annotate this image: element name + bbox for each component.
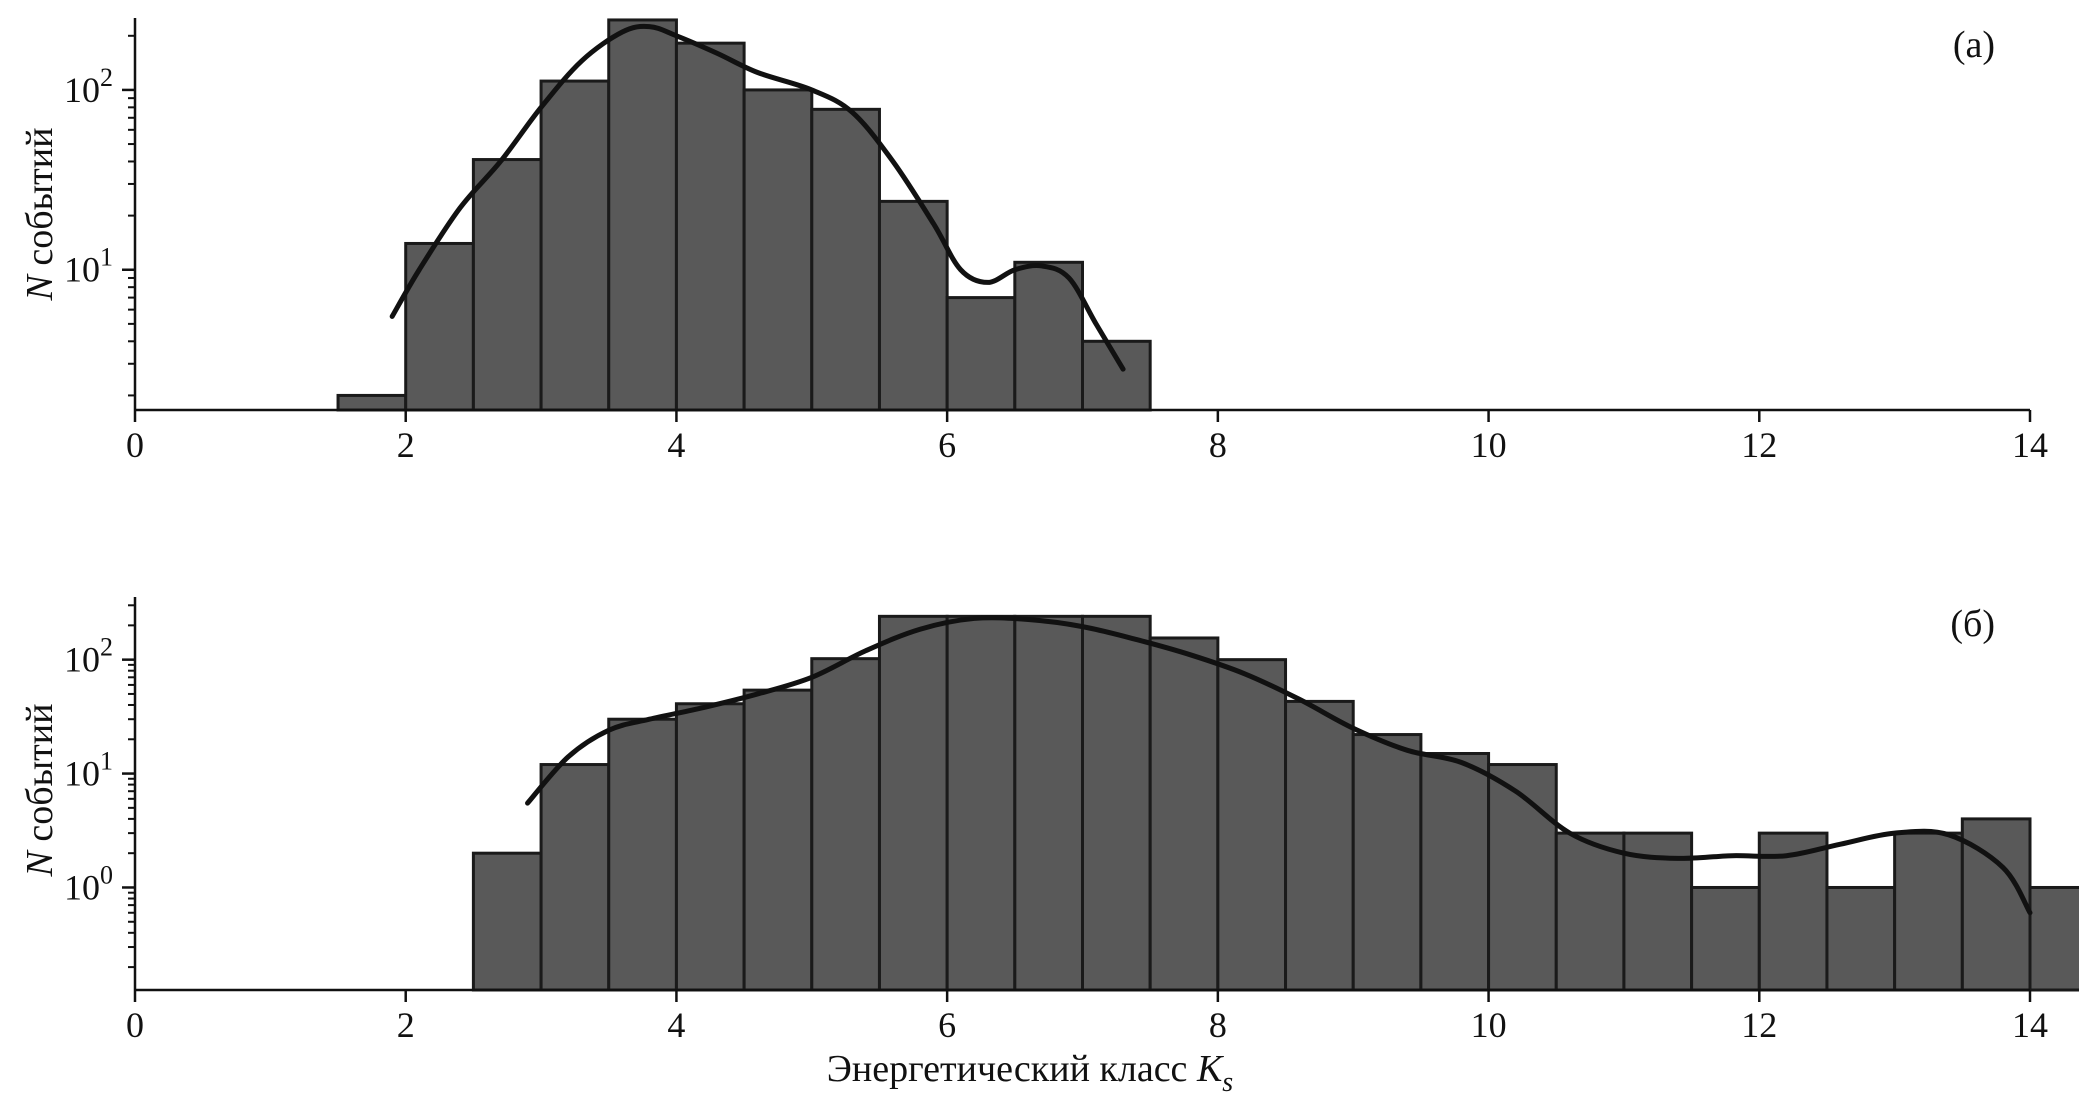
histogram-bar	[1893, 831, 1964, 992]
histogram-bar	[1013, 614, 1084, 992]
histogram-bar	[1081, 614, 1152, 992]
y-axis-label: N событий	[19, 704, 61, 878]
panel-label: (a)	[1953, 24, 1995, 66]
histogram-bar	[539, 79, 611, 412]
histogram-bar	[2028, 885, 2079, 992]
x-tick-label: 6	[938, 1005, 956, 1045]
panel-label: (б)	[1950, 603, 1995, 645]
histogram-bar	[336, 393, 408, 412]
x-tick-label: 14	[2012, 1005, 2048, 1045]
x-tick-label: 2	[397, 1005, 415, 1045]
x-tick-label: 14	[2012, 425, 2048, 465]
histogram-bar	[1216, 658, 1288, 992]
histogram-bar	[1690, 885, 1761, 992]
histogram-bar	[1825, 885, 1897, 992]
histogram-bar	[1081, 339, 1152, 412]
histogram-bar	[404, 241, 475, 412]
x-axis-label: Энергетический класс Ks	[827, 1048, 1234, 1093]
histogram-bar	[607, 18, 678, 412]
y-tick-label: 100	[64, 860, 113, 907]
y-tick-label: 102	[64, 63, 113, 110]
kde-curve	[525, 615, 2033, 916]
histogram-bar	[877, 199, 949, 412]
y-tick-label: 101	[64, 747, 113, 794]
y-axis-label: N событий	[19, 128, 61, 302]
histogram-bar	[945, 296, 1017, 412]
x-tick-label: 8	[1209, 1005, 1227, 1045]
histogram-bar	[1554, 831, 1626, 992]
histogram-bar	[1148, 636, 1220, 992]
x-tick-label: 6	[938, 425, 956, 465]
histogram-bar	[810, 107, 881, 412]
histogram-bar	[1351, 733, 1423, 992]
histogram-bar	[742, 88, 814, 412]
y-tick-label: 101	[64, 243, 113, 290]
histogram-bar	[674, 41, 746, 412]
x-tick-label: 2	[397, 425, 415, 465]
x-tick-label: 4	[667, 425, 685, 465]
panel-a-histogram: 0 2 4 6 8 10 12 14 101 102 (a) N событий	[19, 18, 2048, 465]
x-tick-label: 4	[667, 1005, 685, 1045]
panel-b-histogram: 0 2 4 6 8 10 12 14 100 101 102 (б) N событий	[19, 597, 2079, 1045]
histogram-bar	[471, 158, 543, 412]
x-tick-label: 0	[126, 425, 144, 465]
kde-curve	[389, 23, 1126, 372]
histogram-bar	[945, 614, 1017, 992]
histogram-bar	[742, 688, 814, 992]
histogram-bar	[607, 717, 678, 992]
x-tick-label: 12	[1741, 425, 1777, 465]
histogram-bar	[539, 763, 611, 992]
histogram-bar	[471, 851, 543, 992]
histogram-bar	[1419, 752, 1491, 992]
histogram-bar	[877, 614, 949, 992]
histogram-bar	[1757, 831, 1829, 992]
x-tick-label: 12	[1741, 1005, 1777, 1045]
x-tick-label: 0	[126, 1005, 144, 1045]
histogram-bar	[1284, 699, 1355, 992]
x-tick-label: 8	[1209, 425, 1227, 465]
x-tick-label: 10	[1471, 425, 1507, 465]
histogram-bar	[810, 657, 881, 992]
histogram-bar	[1013, 260, 1084, 412]
x-tick-label: 10	[1471, 1005, 1507, 1045]
histogram-bar	[674, 702, 746, 992]
y-tick-label: 102	[64, 633, 113, 680]
